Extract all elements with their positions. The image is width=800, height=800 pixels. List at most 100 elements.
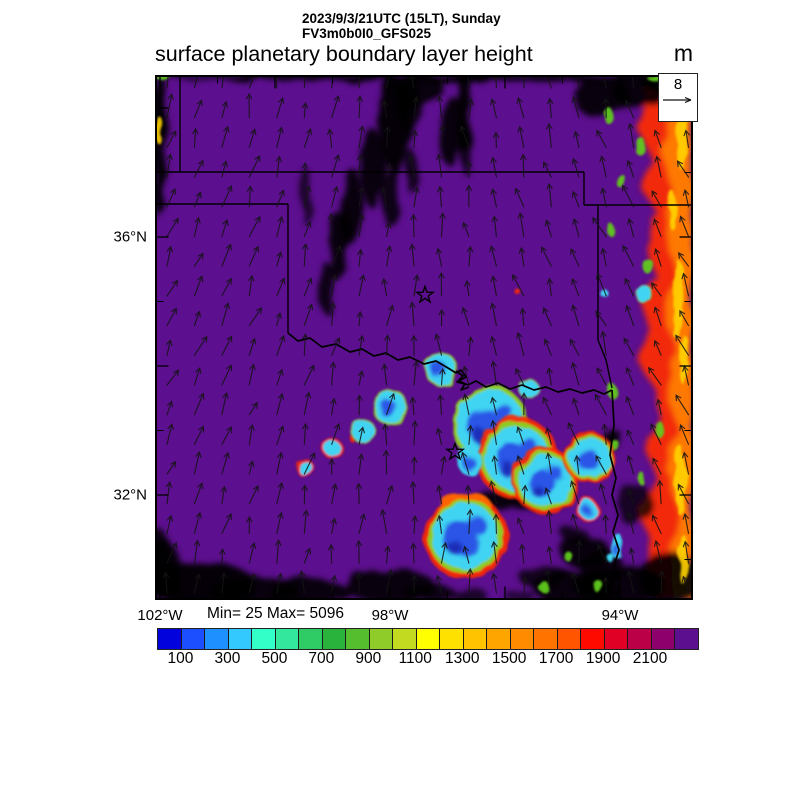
wind-vector-arrow	[248, 154, 261, 178]
wind-vector-arrow	[303, 220, 312, 238]
wind-vector-arrow	[303, 391, 312, 416]
wind-vector-arrow	[409, 301, 416, 327]
wind-vector-arrow	[358, 186, 365, 208]
wind-vector-arrow	[331, 153, 341, 178]
wind-vector-arrow	[439, 212, 446, 238]
wind-vector-arrow	[411, 456, 418, 475]
wind-vector-arrow	[165, 75, 172, 89]
wind-vector-arrow	[467, 336, 474, 356]
wind-vector-arrow	[276, 189, 285, 208]
cold-pool	[607, 554, 615, 562]
river-line	[455, 370, 470, 391]
wind-vector-arrow	[435, 247, 443, 267]
wind-vector-arrow	[516, 426, 525, 445]
wind-vector-arrow	[385, 221, 392, 238]
wind-vector-arrow	[546, 509, 553, 535]
wind-vector-arrow	[276, 277, 286, 297]
wind-vector-arrow	[546, 545, 553, 564]
wind-vector-arrow	[440, 541, 448, 564]
wind-vector-arrow	[682, 451, 690, 475]
wind-vector-arrow	[523, 75, 526, 89]
wind-vector-arrow	[679, 215, 690, 238]
wind-vector-arrow	[466, 508, 474, 535]
wind-vector-arrow	[330, 517, 337, 535]
wind-vector-arrow	[600, 247, 607, 267]
wind-vector-arrow	[221, 335, 233, 356]
green-speck	[608, 225, 616, 237]
wind-vector-arrow	[248, 128, 257, 148]
cold-pool-body	[324, 440, 340, 456]
wind-vector-arrow	[596, 129, 607, 148]
wind-vector-arrow	[303, 452, 316, 475]
yellow-streak	[674, 445, 686, 515]
green-speck	[603, 107, 613, 123]
hot-streak	[405, 584, 455, 600]
lat-axis-label: 36°N	[113, 228, 147, 246]
wind-vector-arrow	[221, 160, 228, 178]
cold-pool	[635, 285, 655, 305]
wind-vector-arrow	[596, 367, 607, 386]
cold-pool	[457, 449, 483, 475]
wind-vector-arrow	[592, 216, 607, 238]
wind-vector-arrow	[492, 131, 500, 148]
wind-vector-arrow	[459, 125, 470, 148]
lon-axis-label: 98°W	[371, 607, 409, 624]
wind-vector-arrow	[439, 124, 446, 148]
wind-vector-arrow	[331, 95, 341, 119]
hot-streak	[318, 261, 334, 313]
wind-vector-arrow	[380, 508, 388, 535]
wind-vector-arrow	[519, 543, 526, 564]
wind-vector-arrow	[331, 337, 341, 356]
wind-vector-arrow	[248, 363, 256, 386]
wind-vector-arrow	[570, 361, 580, 386]
vector-reference-box: 8	[658, 73, 698, 122]
wind-vector-arrow	[597, 543, 607, 564]
wind-vector-arrow	[464, 279, 471, 297]
hot-streak	[299, 168, 311, 224]
axis-ticks-layer	[156, 76, 692, 599]
wind-vector-arrow	[165, 481, 173, 505]
wind-vector-arrow	[596, 272, 607, 297]
wind-vector-arrow	[193, 450, 202, 475]
cold-pool	[422, 491, 508, 579]
wind-vector-arrow	[221, 364, 233, 386]
wind-vector-arrow	[357, 453, 365, 475]
wind-vector-arrow	[166, 514, 174, 535]
wind-vector-arrow	[248, 337, 257, 356]
colorbar-segment	[487, 629, 511, 649]
wind-vector-arrow	[276, 481, 284, 505]
wind-vector-arrow	[491, 540, 498, 564]
wind-vector-arrow	[467, 424, 474, 445]
river-line	[287, 332, 613, 395]
colorbar	[157, 628, 699, 650]
cold-pool-dark-core	[448, 540, 462, 555]
wind-vector-arrow	[624, 277, 635, 297]
wind-vector-arrow	[517, 125, 525, 148]
wind-vector-arrow	[627, 217, 635, 238]
wind-vector-arrow	[301, 333, 309, 356]
wind-vector-arrow	[276, 215, 284, 238]
hot-streak	[520, 566, 570, 590]
wind-vector-arrow	[193, 252, 204, 267]
wind-vector-arrow	[276, 451, 284, 475]
vector-reference-arrow-icon	[663, 96, 692, 104]
wind-vector-arrow	[600, 330, 607, 356]
hot-streak	[394, 76, 442, 104]
wind-vector-arrow	[544, 487, 552, 505]
wind-vector-arrow	[542, 161, 552, 178]
wind-vector-arrow	[380, 186, 388, 208]
wind-vector-arrow	[436, 484, 443, 505]
wind-vector-arrow	[595, 454, 607, 475]
wind-vector-arrow	[356, 310, 364, 327]
wind-vector-arrow	[650, 423, 662, 445]
colorbar-segment	[181, 629, 206, 649]
green-speck	[617, 175, 627, 189]
cold-pool-blue-core	[577, 449, 598, 470]
wind-vector-arrow	[462, 365, 470, 386]
wind-vector-arrow	[542, 306, 552, 327]
wind-vector-arrow	[221, 277, 232, 297]
wind-vector-arrow	[594, 393, 607, 416]
wind-vector-arrow	[166, 217, 179, 238]
wind-vector-arrow	[571, 304, 580, 327]
wind-vector-arrow	[462, 545, 470, 564]
